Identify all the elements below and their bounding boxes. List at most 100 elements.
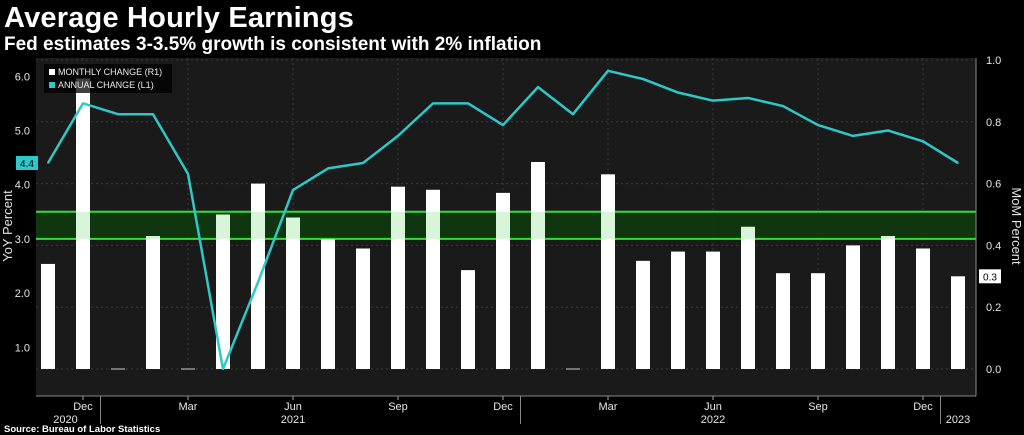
legend-swatch-monthly	[49, 69, 55, 75]
y-left-tick-label: 3.0	[15, 234, 30, 246]
bar-monthly-change	[146, 236, 160, 369]
source-note: Source: Bureau of Labor Statistics	[4, 424, 161, 435]
bar-monthly-change	[741, 226, 755, 369]
bar-monthly-change	[601, 174, 615, 369]
annual-change-point	[432, 102, 434, 105]
x-tick-label: Dec	[493, 401, 513, 413]
bar-monthly-change	[776, 273, 790, 369]
y-right-tick-label: 0.4	[986, 240, 1001, 252]
annual-change-point	[852, 135, 854, 137]
bar-monthly-change	[321, 239, 335, 369]
year-label: 2022	[701, 414, 725, 426]
bar-monthly-change	[356, 248, 370, 369]
x-tick-label: Dec	[913, 401, 933, 413]
bar-monthly-change	[811, 273, 825, 369]
bar-monthly-change-band-segment	[426, 211, 440, 239]
y-left-tick-label: 2.0	[15, 288, 30, 300]
bar-monthly-change	[41, 263, 55, 369]
x-tick-label: Dec	[73, 401, 93, 413]
x-tick-label: Sep	[388, 401, 408, 413]
annual-change-point	[537, 86, 539, 88]
last-value-badge-left-text: 4.4	[20, 159, 34, 170]
x-tick-label: Mar	[599, 401, 618, 413]
bar-monthly-change-band-segment	[251, 211, 265, 239]
y-axis-right-title: MoM Percent	[1009, 187, 1024, 265]
annual-change-point	[712, 99, 714, 102]
legend-swatch-annual	[49, 82, 55, 88]
y-left-tick-label: 5.0	[15, 125, 30, 137]
annual-change-point	[47, 162, 49, 164]
bar-monthly-change	[706, 251, 720, 369]
year-label: 2020	[53, 414, 77, 426]
year-label: 2023	[946, 414, 970, 426]
bar-monthly-change	[636, 260, 650, 369]
annual-change-point	[642, 78, 644, 80]
bar-monthly-change	[531, 161, 545, 369]
annual-change-point	[677, 91, 679, 94]
annual-change-point	[467, 102, 469, 105]
annual-change-point	[397, 135, 399, 137]
y-right-tick-label: 0.2	[986, 302, 1001, 314]
annual-change-point	[747, 97, 749, 99]
bar-monthly-change	[671, 251, 685, 369]
annual-change-point	[572, 113, 574, 116]
annual-change-point	[957, 162, 959, 164]
year-label: 2021	[281, 414, 305, 426]
bar-monthly-change	[881, 236, 895, 369]
last-value-badge-left	[16, 156, 38, 170]
last-value-badge-right	[979, 269, 1001, 284]
x-tick-label: Jun	[704, 401, 722, 413]
bar-monthly-change-band-segment	[601, 211, 615, 239]
x-tick-label: Sep	[808, 401, 828, 413]
bar-monthly-change	[461, 270, 475, 369]
bar-monthly-change	[216, 214, 230, 369]
chart-subtitle: Fed estimates 3-3.5% growth is consisten…	[4, 34, 542, 55]
legend-label-annual: ANNUAL CHANGE (L1)	[58, 80, 154, 90]
bar-monthly-change-band-segment	[286, 217, 300, 239]
annual-change-point	[362, 162, 364, 164]
y-left-tick-label: 4.0	[15, 180, 30, 192]
annual-change-point	[187, 173, 189, 175]
bar-monthly-change-band-segment	[216, 214, 230, 239]
bar-monthly-change-band-segment	[391, 211, 405, 239]
x-tick-label: Mar	[179, 401, 198, 413]
y-right-tick-label: 0.8	[986, 117, 1001, 129]
bar-monthly-change	[951, 276, 965, 369]
chart-title: Average Hourly Earnings	[4, 2, 355, 34]
legend-box	[44, 64, 172, 93]
last-value-badge-right-text: 0.3	[983, 272, 997, 283]
y-right-tick-label: 0.6	[986, 179, 1001, 191]
annual-change-point	[502, 124, 504, 126]
axes: 0.0 0.2 0.4 0.6 0.8 1.0 1.0 2.0 3.0 4.0 5.0 6.0 Dec M…	[15, 55, 1002, 426]
bar-monthly-change-band-segment	[146, 236, 160, 239]
x-tick-label: Jun	[284, 401, 302, 413]
y-left-tick-label: 1.0	[15, 342, 30, 354]
bar-monthly-change	[251, 183, 265, 369]
bar-monthly-change-band-segment	[76, 211, 90, 239]
bar-monthly-change-band-segment	[741, 226, 755, 239]
y-right-tick-label: 0.0	[986, 364, 1001, 376]
annual-change-point	[327, 167, 329, 170]
y-axis-left-title: YoY Percent	[0, 190, 15, 262]
bar-monthly-change-band-segment	[531, 211, 545, 239]
annual-change-point	[607, 70, 609, 72]
annual-change-point	[292, 189, 294, 191]
annual-change-point	[222, 368, 224, 370]
legend: MONTHLY CHANGE (R1) ANNUAL CHANGE (L1)	[44, 64, 172, 93]
annual-change-point	[887, 129, 889, 132]
annual-change-point	[152, 113, 154, 116]
annual-change-point	[82, 102, 84, 105]
annual-change-line-group	[46, 69, 959, 371]
bar-monthly-change	[916, 248, 930, 369]
annual-change-point	[922, 140, 924, 143]
annual-change-point	[257, 281, 259, 284]
bar-monthly-change-band-segment	[881, 236, 895, 239]
legend-label-monthly: MONTHLY CHANGE (R1)	[58, 67, 162, 77]
bar-monthly-change	[846, 245, 860, 369]
y-left-tick-label: 6.0	[15, 71, 30, 83]
bar-monthly-change-band-segment	[496, 211, 510, 239]
annual-change-point	[817, 124, 819, 126]
bar-monthly-change	[286, 217, 300, 369]
monthly-change-bars	[41, 78, 965, 370]
